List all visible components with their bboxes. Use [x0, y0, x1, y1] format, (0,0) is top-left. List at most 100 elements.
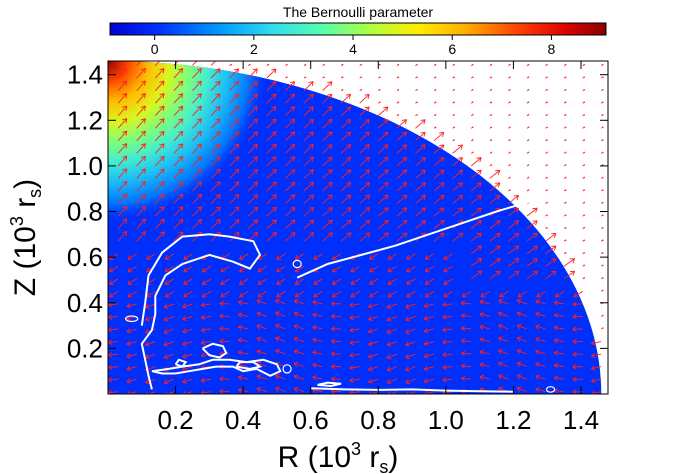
- velocity-vector: [359, 169, 370, 179]
- velocity-vector: [192, 130, 202, 142]
- velocity-vector: [498, 336, 509, 342]
- velocity-vector: [266, 156, 277, 167]
- velocity-vector: [331, 278, 342, 285]
- velocity-vector: [433, 76, 437, 79]
- velocity-vector: [136, 93, 146, 104]
- velocity-vector: [433, 220, 445, 229]
- velocity-vector: [582, 139, 586, 142]
- velocity-vector: [489, 63, 493, 66]
- plot-area: 0.2 0.4 0.6 0.8 1.0 1.2 1.4 0.2 0.4 0.6 0.8 1.0 1.2…: [67, 60, 609, 435]
- velocity-vector: [368, 328, 379, 334]
- velocity-vector: [192, 181, 202, 192]
- velocity-vector: [313, 290, 323, 298]
- velocity-vector: [201, 265, 212, 273]
- velocity-vector: [136, 193, 146, 204]
- velocity-vector: [359, 93, 370, 104]
- velocity-vector: [117, 168, 128, 179]
- velocity-vector: [470, 220, 482, 229]
- velocity-vector: [275, 348, 286, 355]
- velocity-vector: [154, 218, 165, 229]
- velocity-vector: [154, 130, 165, 142]
- velocity-vector: [377, 219, 389, 229]
- velocity-vector: [378, 76, 381, 79]
- velocity-vector: [192, 68, 202, 79]
- velocity-vector: [591, 390, 602, 394]
- velocity-vector: [294, 278, 305, 285]
- velocity-vector: [266, 219, 277, 229]
- velocity-vector: [330, 326, 342, 332]
- velocity-vector: [136, 130, 146, 142]
- velocity-vector: [322, 181, 333, 192]
- velocity-vector: [285, 106, 296, 117]
- velocity-vector: [601, 101, 604, 104]
- velocity-vector: [331, 290, 342, 298]
- velocity-vector: [164, 278, 175, 285]
- velocity-vector: [545, 245, 557, 255]
- velocity-vector: [192, 218, 203, 229]
- velocity-vector: [108, 377, 119, 383]
- velocity-vector: [591, 377, 602, 384]
- velocity-vector: [173, 130, 184, 142]
- velocity-vector: [108, 364, 119, 370]
- velocity-vector: [433, 63, 437, 66]
- velocity-vector: [330, 301, 342, 307]
- velocity-vector: [508, 164, 511, 167]
- velocity-vector: [582, 176, 586, 179]
- velocity-vector: [117, 193, 128, 204]
- velocity-vector: [108, 339, 119, 345]
- velocity-vector: [406, 253, 416, 260]
- velocity-vector: [563, 139, 567, 142]
- velocity-vector: [136, 118, 146, 129]
- velocity-vector: [433, 207, 445, 217]
- velocity-vector: [182, 328, 193, 334]
- velocity-vector: [582, 277, 586, 280]
- velocity-vector: [340, 194, 352, 204]
- velocity-vector: [173, 80, 184, 91]
- velocity-vector: [563, 252, 567, 255]
- velocity-vector: [423, 315, 435, 321]
- velocity-vector: [545, 63, 548, 66]
- velocity-vector: [359, 182, 370, 192]
- velocity-vector: [442, 327, 453, 333]
- velocity-vector: [293, 386, 305, 393]
- velocity-vector: [489, 151, 493, 154]
- velocity-vector: [386, 366, 398, 372]
- velocity-vector: [452, 232, 464, 242]
- velocity-vector: [508, 126, 511, 129]
- velocity-vector: [312, 337, 323, 343]
- velocity-vector: [396, 232, 408, 242]
- velocity-vector: [545, 201, 548, 204]
- velocity-vector: [154, 93, 165, 104]
- velocity-vector: [443, 253, 453, 260]
- bernoulli-contours: [124, 190, 556, 393]
- velocity-vector: [378, 101, 381, 104]
- velocity-vector: [526, 76, 530, 79]
- velocity-vector: [545, 232, 557, 242]
- velocity-vector: [526, 232, 538, 242]
- velocity-vector: [545, 226, 548, 230]
- velocity-vector: [229, 194, 240, 204]
- y-axis-label-sup: 3: [7, 216, 27, 226]
- velocity-vector: [470, 114, 474, 117]
- velocity-vector: [285, 143, 296, 154]
- x-tick-label: 0.8: [360, 405, 396, 435]
- velocity-vector: [340, 181, 352, 192]
- velocity-vector: [293, 374, 305, 380]
- velocity-vector: [415, 76, 418, 79]
- colorbar-tick-label: 4: [349, 41, 357, 57]
- velocity-vector: [516, 361, 528, 368]
- x-axis-label-main: R (10: [278, 441, 351, 474]
- velocity-vector: [563, 270, 576, 280]
- contour-line: [235, 361, 263, 370]
- contour-line: [201, 342, 228, 359]
- velocity-vector: [154, 143, 165, 154]
- velocity-vector: [229, 118, 240, 129]
- velocity-vector: [526, 114, 530, 117]
- y-tick-label: 0.2: [67, 333, 103, 363]
- velocity-vector: [192, 156, 202, 167]
- velocity-vector: [563, 151, 567, 154]
- velocity-vector: [127, 265, 137, 273]
- velocity-vector: [423, 328, 435, 334]
- velocity-vector: [173, 118, 184, 129]
